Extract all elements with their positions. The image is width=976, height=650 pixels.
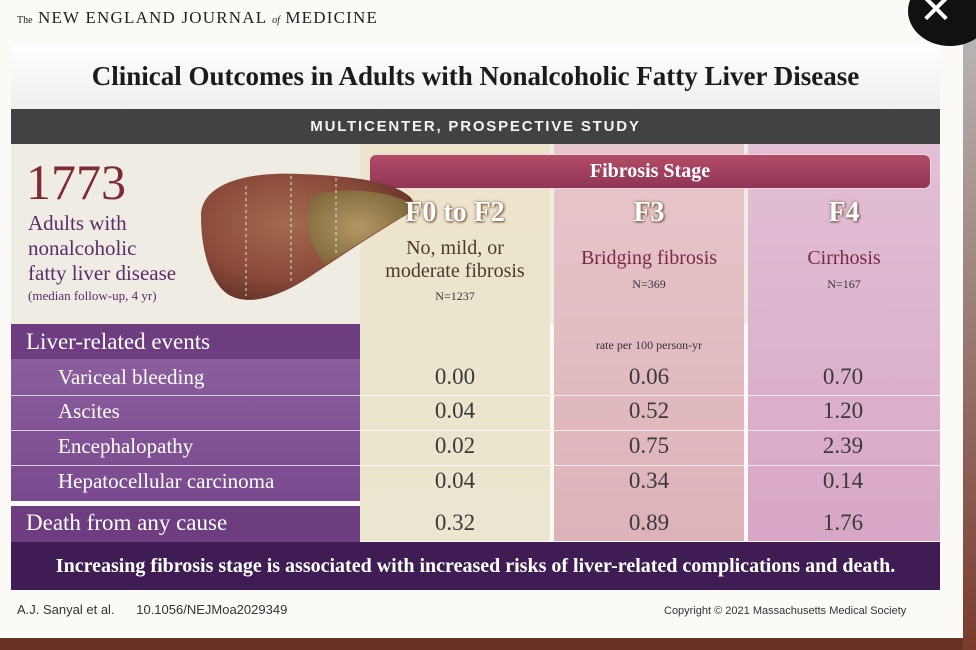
- citation-doi[interactable]: 10.1056/NEJMoa2029349: [136, 602, 288, 617]
- stage-desc-f3: Bridging fibrosis: [580, 247, 718, 269]
- cell-ascites-f3: 0.52: [628, 398, 670, 423]
- column-f3: [554, 144, 744, 541]
- cohort-count: 1773: [26, 154, 126, 210]
- fibrosis-stage-header: Fibrosis Stage: [369, 154, 931, 189]
- cell-encephalopathy-f3: 0.75: [628, 433, 670, 458]
- cell-variceal-f4: 0.70: [822, 364, 864, 389]
- death-row-band: [11, 506, 360, 542]
- stage-desc-f0-f2-line1: No, mild, or: [406, 237, 504, 259]
- cell-variceal-f3: 0.06: [628, 364, 670, 389]
- cohort-line-2: nonalcoholic: [28, 236, 137, 260]
- citation-authors: A.J. Sanyal et al.: [17, 602, 115, 617]
- cohort-line-1: Adults with: [28, 211, 127, 235]
- stage-label-f3: F3: [633, 197, 665, 228]
- stage-n-f0-f2: N=1237: [435, 289, 475, 303]
- cell-hcc-f3: 0.34: [628, 468, 670, 493]
- cell-encephalopathy-f0-f2: 0.02: [434, 433, 476, 458]
- stage-desc-f0-f2-line2: moderate fibrosis: [385, 260, 525, 282]
- citation: A.J. Sanyal et al. 10.1056/NEJMoa2029349: [17, 602, 287, 617]
- stage-n-f4: N=167: [827, 277, 861, 291]
- column-f4: [748, 144, 940, 541]
- close-icon: ✕: [919, 0, 953, 33]
- masthead-name: NEW ENGLAND JOURNAL: [38, 8, 267, 27]
- liver-illustration: [201, 173, 414, 300]
- background-edge: [963, 0, 976, 650]
- cell-death-f4: 1.76: [822, 510, 864, 535]
- journal-masthead: The NEW ENGLAND JOURNAL of MEDICINE: [17, 8, 378, 28]
- row-label-ascites: Ascites: [58, 399, 120, 423]
- cell-death-f0-f2: 0.32: [434, 510, 476, 535]
- row-divider: [11, 465, 940, 466]
- stage-n-f3: N=369: [632, 277, 666, 291]
- row-label-encephalopathy: Encephalopathy: [58, 434, 194, 458]
- row-label-variceal-bleeding: Variceal bleeding: [58, 365, 205, 389]
- infographic-card: Clinical Outcomes in Adults with Nonalco…: [11, 44, 940, 604]
- copyright-notice: Copyright © 2021 Massachusetts Medical S…: [664, 605, 907, 617]
- cell-hcc-f4: 0.14: [822, 468, 864, 493]
- events-header-band: [11, 324, 360, 359]
- stage-label-f0-f2: F0 to F2: [405, 197, 505, 228]
- rate-unit-note: rate per 100 person-yr: [595, 338, 703, 352]
- title-band: Clinical Outcomes in Adults with Nonalco…: [11, 44, 940, 109]
- row-label-hcc: Hepatocellular carcinoma: [58, 469, 275, 493]
- cell-death-f3: 0.89: [628, 510, 670, 535]
- masthead-medicine: MEDICINE: [285, 8, 379, 27]
- events-header: Liver-related events: [26, 329, 211, 354]
- stage-desc-f4: Cirrhosis: [807, 247, 881, 269]
- study-type-bar: MULTICENTER, PROSPECTIVE STUDY: [11, 109, 940, 144]
- followup-note: (median follow-up, 4 yr): [28, 288, 157, 303]
- masthead-the: The: [17, 15, 33, 26]
- cohort-line-3: fatty liver disease: [28, 261, 177, 285]
- stage-label-f4: F4: [828, 197, 860, 228]
- page-title: Clinical Outcomes in Adults with Nonalco…: [91, 61, 860, 91]
- row-label-death: Death from any cause: [26, 510, 228, 535]
- row-divider: [11, 430, 940, 431]
- cohort-description: Adults with nonalcoholic fatty liver dis…: [28, 211, 218, 286]
- infographic-sheet: The NEW ENGLAND JOURNAL of MEDICINE Clin…: [0, 0, 963, 638]
- cell-ascites-f4: 1.20: [822, 398, 864, 423]
- cell-hcc-f0-f2: 0.04: [434, 468, 476, 493]
- row-divider: [11, 395, 940, 396]
- masthead-of: of: [272, 15, 280, 26]
- cell-encephalopathy-f4: 2.39: [822, 433, 864, 458]
- cell-variceal-f0-f2: 0.00: [434, 364, 476, 389]
- conclusion-banner: Increasing fibrosis stage is associated …: [11, 542, 940, 590]
- cell-ascites-f0-f2: 0.04: [434, 398, 476, 423]
